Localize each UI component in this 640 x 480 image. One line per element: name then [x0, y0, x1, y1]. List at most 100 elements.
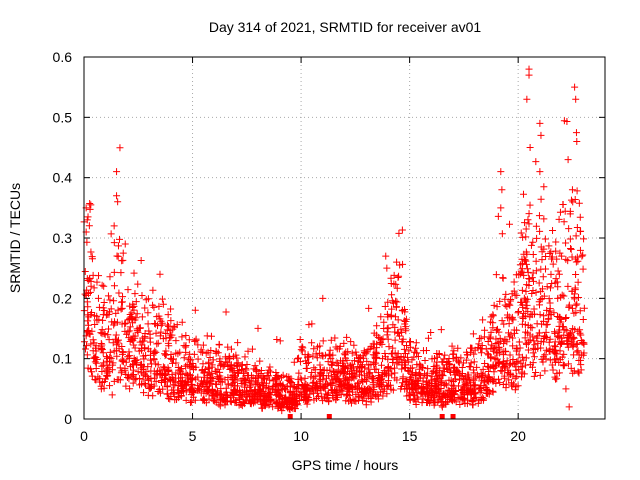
- data-point: [514, 309, 522, 317]
- data-point: [518, 320, 526, 328]
- data-point: [307, 373, 315, 381]
- data-point: [518, 363, 526, 371]
- data-point: [505, 370, 513, 378]
- data-point: [273, 336, 281, 344]
- data-point: [213, 390, 221, 398]
- data-point: [287, 375, 295, 383]
- data-point: [352, 348, 360, 356]
- data-point: [448, 396, 456, 404]
- data-point: [261, 375, 269, 383]
- data-point: [517, 270, 525, 278]
- zero-value-markers: [287, 414, 456, 419]
- data-point: [529, 333, 537, 341]
- data-point: [477, 334, 485, 342]
- data-point: [552, 350, 560, 358]
- data-point: [555, 270, 563, 278]
- data-point: [519, 303, 527, 311]
- data-point: [451, 375, 459, 383]
- data-point: [118, 304, 126, 312]
- data-point: [213, 380, 221, 388]
- data-point: [408, 364, 416, 372]
- data-point: [199, 396, 207, 404]
- data-point: [573, 223, 581, 231]
- data-point: [502, 290, 510, 298]
- data-point: [295, 381, 303, 389]
- data-point: [392, 303, 400, 311]
- data-point: [515, 271, 523, 279]
- data-point: [409, 386, 417, 394]
- data-point: [520, 271, 528, 279]
- data-point: [387, 274, 395, 282]
- data-point: [371, 390, 379, 398]
- data-point: [134, 368, 142, 376]
- data-point: [335, 377, 343, 385]
- data-point: [556, 313, 564, 321]
- data-point: [158, 295, 166, 303]
- data-point: [530, 337, 538, 345]
- data-point: [390, 271, 398, 279]
- data-point: [487, 328, 495, 336]
- data-point: [450, 347, 458, 355]
- data-point: [540, 215, 548, 223]
- data-point: [562, 255, 570, 263]
- data-point: [483, 386, 491, 394]
- data-point: [357, 367, 365, 375]
- data-point: [207, 332, 215, 340]
- data-point: [186, 371, 194, 379]
- data-point: [438, 394, 446, 402]
- data-point: [135, 347, 143, 355]
- data-point: [252, 366, 260, 374]
- data-point: [205, 388, 213, 396]
- data-point: [398, 383, 406, 391]
- data-point: [366, 345, 374, 353]
- data-point: [389, 386, 397, 394]
- data-point: [152, 329, 160, 337]
- data-point: [512, 347, 520, 355]
- data-point: [496, 379, 504, 387]
- data-point: [535, 279, 543, 287]
- data-point: [541, 351, 549, 359]
- data-point: [226, 362, 234, 370]
- data-point: [551, 342, 559, 350]
- data-point: [317, 392, 325, 400]
- data-point: [156, 332, 164, 340]
- data-point: [176, 366, 184, 374]
- data-point: [99, 349, 107, 357]
- data-point: [419, 384, 427, 392]
- data-point: [332, 388, 340, 396]
- data-point: [466, 363, 474, 371]
- data-point: [269, 382, 277, 390]
- data-point: [542, 265, 550, 273]
- data-point: [84, 303, 92, 311]
- data-point: [174, 350, 182, 358]
- data-point: [530, 277, 538, 285]
- data-point: [177, 381, 185, 389]
- data-point: [481, 326, 489, 334]
- data-point: [458, 385, 466, 393]
- data-point: [521, 219, 529, 227]
- data-point: [573, 340, 581, 348]
- data-point: [305, 384, 313, 392]
- data-point: [230, 390, 238, 398]
- data-point: [390, 280, 398, 288]
- data-point: [157, 328, 165, 336]
- data-point: [524, 308, 532, 316]
- data-point: [440, 400, 448, 408]
- data-point: [432, 375, 440, 383]
- data-point: [575, 199, 583, 207]
- data-point: [391, 328, 399, 336]
- data-point: [389, 356, 397, 364]
- data-point: [567, 245, 575, 253]
- data-point: [371, 354, 379, 362]
- data-point: [253, 366, 261, 374]
- data-point: [212, 349, 220, 357]
- data-point: [499, 358, 507, 366]
- data-point: [393, 360, 401, 368]
- data-point: [518, 353, 526, 361]
- data-point: [462, 379, 470, 387]
- data-point: [146, 330, 154, 338]
- data-point: [322, 390, 330, 398]
- data-point: [549, 260, 557, 268]
- data-point: [215, 340, 223, 348]
- data-point: [144, 363, 152, 371]
